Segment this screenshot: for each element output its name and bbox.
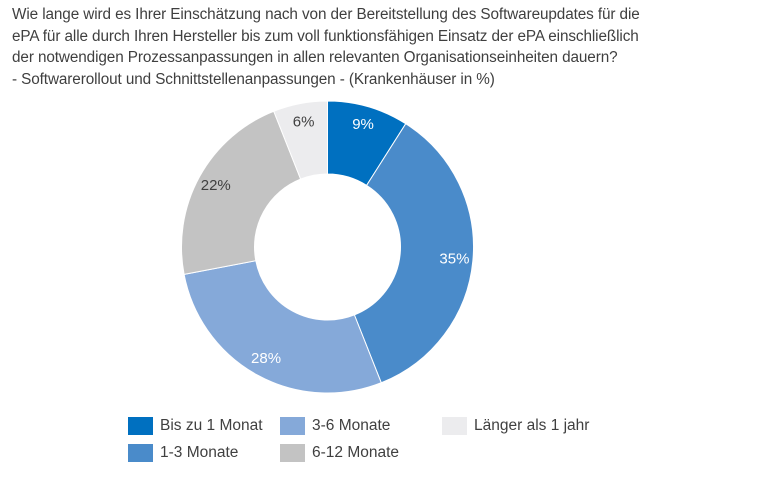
legend-swatch xyxy=(442,417,467,435)
legend-swatch xyxy=(280,444,305,462)
legend-item: 6-12 Monate xyxy=(280,444,399,462)
data-label: 35% xyxy=(439,250,469,267)
legend-item: Länger als 1 jahr xyxy=(442,417,589,435)
legend-label: Länger als 1 jahr xyxy=(474,417,590,434)
donut-slice-länger-als-1-jahr xyxy=(273,100,328,180)
title-line: der notwendigen Prozessanpassungen in al… xyxy=(12,49,618,66)
title-line: Wie lange wird es Ihrer Einschätzung nac… xyxy=(12,6,640,23)
donut-slice-6-12-monate xyxy=(181,110,302,275)
legend-label: 3-6 Monate xyxy=(312,417,391,434)
legend-swatch xyxy=(128,444,153,462)
chart-title: Wie lange wird es Ihrer Einschätzung nac… xyxy=(12,4,757,90)
title-line: - Softwarerollout und Schnittstellenanpa… xyxy=(12,70,495,88)
legend-swatch xyxy=(128,417,153,435)
legend-label: 1-3 Monate xyxy=(160,444,239,461)
data-label: 22% xyxy=(201,177,231,194)
donut-slice-3-6-monate xyxy=(183,260,382,394)
donut-slice-1-3-monate xyxy=(353,123,474,384)
legend-item: 3-6 Monate xyxy=(280,417,390,435)
legend-label: 6-12 Monate xyxy=(312,444,400,461)
legend-item: 1-3 Monate xyxy=(128,444,238,462)
legend-item: Bis zu 1 Monat xyxy=(128,417,263,435)
legend-swatch xyxy=(280,417,305,435)
data-label: 9% xyxy=(352,116,374,133)
data-label: 6% xyxy=(293,113,315,130)
legend-label: Bis zu 1 Monat xyxy=(160,417,263,434)
title-line: ePA für alle durch Ihren Hersteller bis … xyxy=(12,27,639,45)
data-label: 28% xyxy=(251,350,281,367)
